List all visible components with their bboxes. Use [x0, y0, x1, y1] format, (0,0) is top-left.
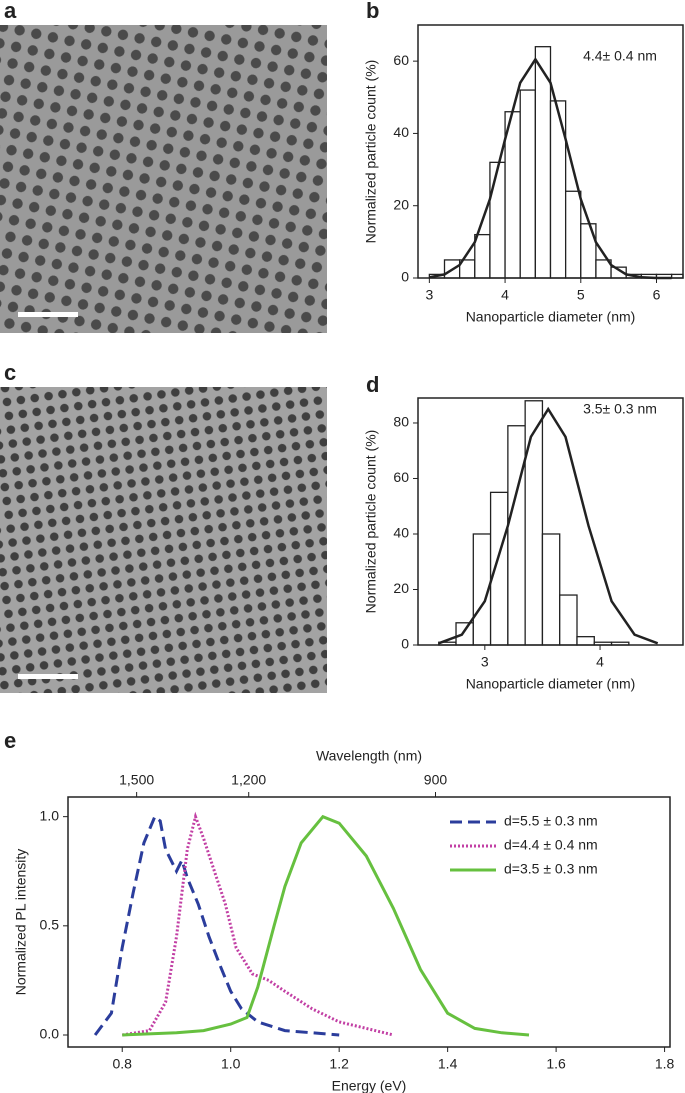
legend-label: d=4.4 ± 0.4 nm: [504, 837, 598, 853]
bar: [524, 400, 544, 646]
y-tick-label: 1.0: [40, 807, 60, 823]
panel-label: e: [4, 728, 16, 753]
legend-label: d=5.5 ± 0.3 nm: [504, 813, 598, 829]
bar: [519, 89, 537, 279]
bar: [576, 636, 595, 646]
scale-bar: [18, 674, 78, 679]
y-tick-label: 20: [393, 196, 409, 212]
y-axis-label: Normalized PL intensity: [13, 849, 29, 996]
x2-tick-label: 900: [424, 772, 448, 788]
series-line: [122, 814, 530, 1037]
series-line: [121, 811, 394, 1037]
scale-bar: [18, 312, 78, 317]
bar: [474, 233, 491, 279]
plot-frame: [417, 397, 684, 646]
x2-tick-label: 1,500: [119, 772, 154, 788]
y-tick-label: 0: [401, 636, 409, 652]
x-tick-label: 3: [481, 654, 489, 670]
plot-frame: [417, 24, 684, 279]
bar: [504, 111, 521, 279]
panel-label: c: [4, 360, 16, 385]
annotation: 3.5± 0.3 nm: [583, 401, 657, 417]
panel-label: b: [366, 0, 379, 23]
y-tick-label: 0.0: [40, 1026, 60, 1042]
legend-label: d=3.5 ± 0.3 nm: [504, 861, 598, 877]
x-axis-label: Nanoparticle diameter (nm): [466, 309, 636, 325]
x2-axis-label: Wavelength (nm): [316, 748, 422, 764]
y-tick-label: 80: [393, 414, 409, 430]
y-axis-label: Normalized particle count (%): [363, 430, 379, 614]
bar: [541, 533, 561, 646]
bar: [507, 425, 526, 646]
x-tick-label: 1.4: [438, 1056, 458, 1072]
x-tick-label: 1.2: [329, 1056, 349, 1072]
x-tick-label: 5: [577, 287, 585, 303]
x-tick-label: 4: [596, 654, 604, 670]
x-axis-label: Energy (eV): [332, 1078, 407, 1093]
y-tick-label: 60: [393, 52, 409, 68]
y-tick-label: 40: [393, 124, 409, 140]
x-tick-label: 1.8: [655, 1056, 675, 1072]
y-tick-label: 20: [393, 580, 409, 596]
bar: [559, 594, 578, 646]
bar: [564, 190, 582, 279]
panel-label: a: [4, 0, 17, 23]
x-tick-label: 0.8: [112, 1056, 132, 1072]
y-tick-label: 40: [393, 525, 409, 541]
x-tick-label: 1.6: [546, 1056, 566, 1072]
y-tick-label: 0: [401, 269, 409, 285]
y-axis-label: Normalized particle count (%): [363, 60, 379, 244]
panel-label: d: [366, 372, 379, 397]
series-line: [93, 814, 340, 1037]
x-axis-label: Nanoparticle diameter (nm): [466, 676, 636, 692]
tem-image: [0, 25, 327, 333]
tem-image: [0, 387, 327, 693]
x-tick-label: 3: [425, 287, 433, 303]
fit-curve: [429, 56, 672, 280]
bar: [455, 622, 474, 646]
annotation: 4.4± 0.4 nm: [583, 48, 657, 64]
x2-tick-label: 1,200: [231, 772, 266, 788]
bar: [489, 491, 509, 646]
y-tick-label: 0.5: [40, 917, 60, 933]
y-tick-label: 60: [393, 469, 409, 485]
x-tick-label: 1.0: [221, 1056, 241, 1072]
bar: [489, 161, 506, 279]
x-tick-label: 4: [501, 287, 509, 303]
plot-frame: [67, 796, 671, 1048]
fit-curve: [438, 406, 659, 645]
bar: [580, 223, 597, 279]
x-tick-label: 6: [653, 287, 661, 303]
